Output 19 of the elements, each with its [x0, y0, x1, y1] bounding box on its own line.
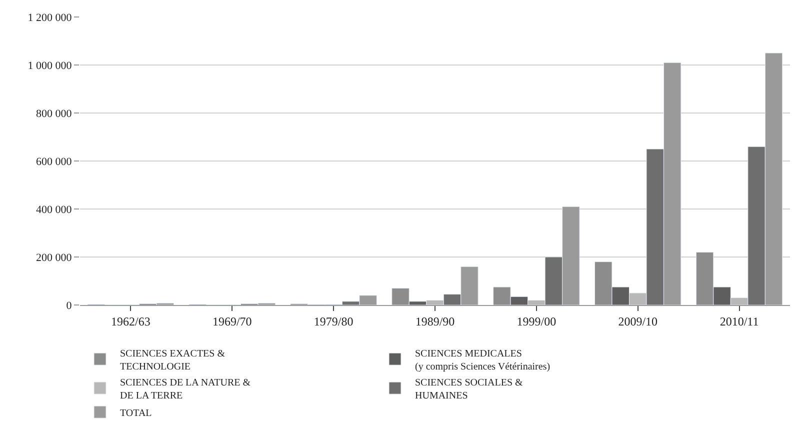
x-tick-label: 1989/90 [415, 314, 455, 328]
legend-label: SCIENCES SOCIALES & HUMAINES [415, 377, 524, 402]
legend-label: SCIENCES MEDICALES (y compris Sciences Vétérinaires) [415, 348, 550, 372]
legend-label: SCIENCES DE LA NATURE & DE LA TERRE [120, 377, 251, 402]
y-tick-label: 1 200 000 [28, 12, 72, 24]
x-tick-label: 1969/70 [212, 314, 252, 328]
x-tick-label: 2009/10 [618, 314, 658, 328]
legend-label: SCIENCES EXACTES & TECHNOLOGIE [120, 348, 226, 372]
legend-label: TOTAL [120, 408, 152, 419]
y-tick-label: 600 000 [36, 156, 72, 168]
y-tick-label: 800 000 [36, 108, 72, 120]
x-tick-label: 1999/00 [516, 314, 556, 328]
x-tick-label: 1979/80 [314, 314, 354, 328]
y-tick-label: 1 000 000 [28, 60, 72, 72]
y-tick-label: 0 [66, 300, 72, 312]
y-tick-label: 200 000 [36, 252, 72, 264]
y-tick-label: 400 000 [36, 204, 72, 216]
x-tick-label: 2010/11 [720, 314, 759, 328]
x-tick-label: 1962/63 [111, 314, 150, 328]
